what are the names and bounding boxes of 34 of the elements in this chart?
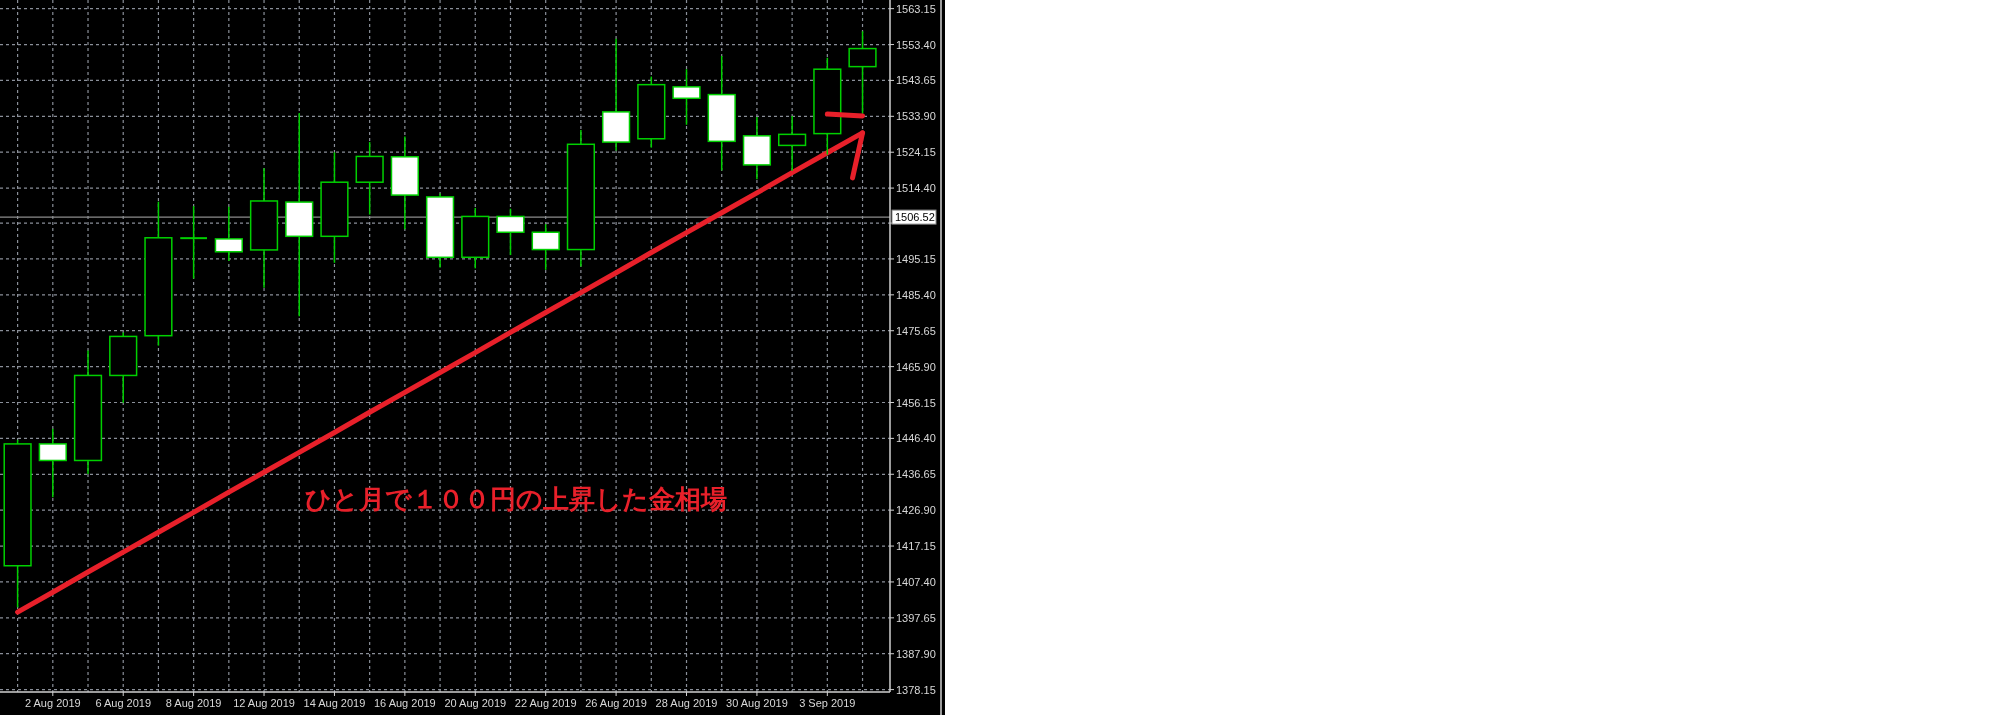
y-tick-label: 1407.40: [896, 575, 936, 588]
y-tick-label: 1524.15: [896, 146, 936, 159]
y-tick-label: 1397.65: [896, 611, 936, 624]
x-tick-label: 6 Aug 2019: [95, 697, 152, 709]
y-tick-label: 1553.40: [896, 38, 936, 51]
y-tick-label: 1446.40: [896, 432, 936, 445]
x-tick-label: 2 Aug 2019: [24, 697, 81, 709]
y-tick-label: 1475.65: [896, 324, 936, 337]
candlestick: [179, 205, 209, 280]
x-tick-label: 14 Aug 2019: [303, 697, 366, 709]
x-tick-label: 3 Sep 2019: [799, 697, 856, 709]
y-tick-label: 1426.90: [896, 504, 936, 517]
y-tick-label: 1456.15: [896, 396, 936, 409]
y-tick-label: 1436.65: [896, 468, 936, 481]
y-tick-label: 1378.15: [896, 683, 936, 696]
x-tick-label: 22 Aug 2019: [514, 697, 577, 709]
x-tick-label: 30 Aug 2019: [726, 697, 788, 709]
y-tick-label: 1387.90: [896, 647, 936, 660]
x-tick-label: 26 Aug 2019: [585, 697, 647, 709]
x-tick-label: 8 Aug 2019: [165, 697, 222, 709]
y-tick-label: 1563.15: [896, 2, 936, 15]
y-tick-label: 1543.65: [896, 74, 936, 87]
y-tick-label: 1495.15: [896, 252, 936, 265]
ref-line-label: 1506.52: [895, 211, 935, 224]
y-tick-label: 1485.40: [896, 288, 936, 301]
y-tick-label: 1514.40: [896, 182, 936, 195]
x-tick-label: 20 Aug 2019: [444, 697, 507, 709]
y-tick-label: 1465.90: [896, 360, 936, 373]
y-tick-label: 1417.15: [896, 540, 936, 553]
x-tick-label: 28 Aug 2019: [655, 697, 718, 709]
annotation: ひと月で１００円の上昇した金相場: [305, 484, 728, 515]
y-tick-label: 1533.90: [896, 110, 936, 123]
x-tick-label: 12 Aug 2019: [233, 697, 295, 709]
x-tick-label: 16 Aug 2019: [373, 697, 436, 709]
